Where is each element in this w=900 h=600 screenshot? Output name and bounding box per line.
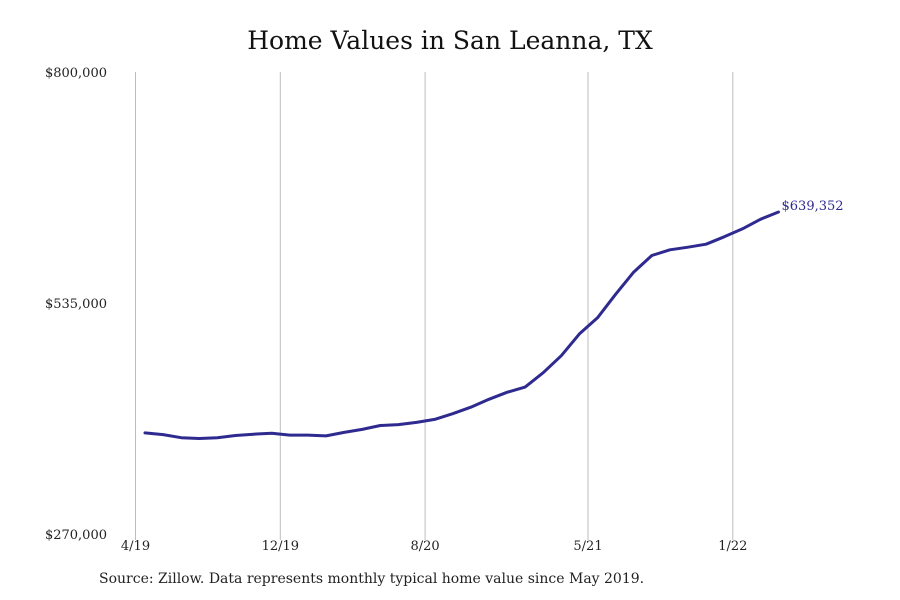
source-note: Source: Zillow. Data represents monthly … [99,571,645,587]
gridlines [135,72,734,540]
x-tick-label: 8/20 [410,539,439,554]
y-tick-label: $535,000 [45,297,107,312]
y-axis: $270,000 $535,000 $800,000 [45,66,107,543]
x-tick-label: 4/19 [121,539,150,554]
end-value-label: $639,352 [782,199,844,214]
x-tick-label: 5/21 [573,539,602,554]
chart-title: Home Values in San Leanna, TX [247,26,653,55]
series-line-0 [143,210,780,440]
y-tick-label: $800,000 [45,66,107,81]
series-lines: $639,352 [143,199,844,440]
x-axis: 4/19 12/19 8/20 5/21 1/22 [121,539,748,554]
y-tick-label: $270,000 [45,528,107,543]
x-tick-label: 12/19 [262,539,299,554]
x-tick-label: 1/22 [718,539,747,554]
